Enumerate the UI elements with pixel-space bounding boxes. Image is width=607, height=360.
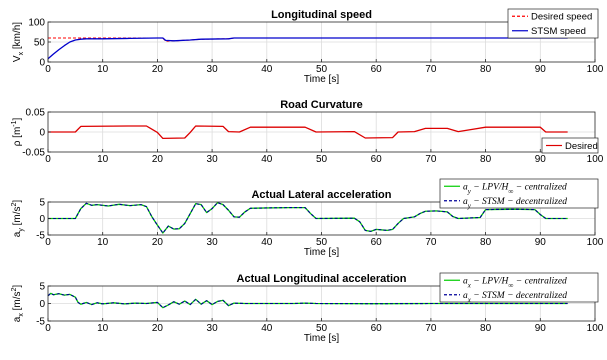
legend-label-4-1: ax − STSM − decentralized	[463, 291, 567, 304]
x-tick-label: 30	[207, 237, 219, 248]
x-tick-label: 80	[480, 154, 492, 165]
y-tick-label: 50	[34, 38, 46, 49]
legend-box	[507, 8, 599, 39]
y-tick-label: 0	[39, 214, 45, 225]
x-tick-label: 20	[152, 323, 164, 334]
x-tick-label: 70	[425, 154, 437, 165]
x-tick-label: 100	[587, 154, 604, 165]
x-tick-label: 10	[97, 154, 109, 165]
x-tick-label: 50	[316, 323, 328, 334]
y-axis-label: ρ [m-1]	[11, 117, 23, 146]
legend-box	[541, 137, 599, 154]
x-tick-label: 0	[45, 64, 51, 75]
x-tick-label: 70	[425, 237, 437, 248]
x-tick-label: 20	[152, 154, 164, 165]
y-tick-label: 5	[39, 282, 45, 293]
x-tick-label: 0	[45, 237, 51, 248]
x-tick-label: 80	[480, 323, 492, 334]
y-tick-label: -5	[36, 231, 45, 242]
legend-box	[439, 178, 599, 209]
x-tick-label: 60	[371, 237, 383, 248]
x-tick-label: 30	[207, 323, 219, 334]
legend-label-2-0: Desired	[565, 141, 598, 152]
x-tick-label: 40	[261, 323, 273, 334]
x-tick-label: 10	[97, 323, 109, 334]
x-tick-label: 50	[316, 154, 328, 165]
y-axis-label: ax [m/s2]	[11, 285, 25, 323]
series-line-1-2	[47, 37, 568, 60]
chart-title: Longitudinal speed	[271, 9, 372, 21]
legend-label-4-0: ax − LPV/H∞ − centralized	[463, 277, 567, 290]
y-tick-label: 0	[39, 58, 45, 69]
x-tick-label: 50	[316, 237, 328, 248]
legend: Desired speed STSM speed	[507, 8, 599, 39]
legend-label-3-1: ay − STSM − decentralized	[463, 197, 567, 210]
series-line-3-2	[48, 202, 568, 234]
y-tick-label: 5	[39, 198, 45, 209]
x-tick-label: 80	[480, 237, 492, 248]
x-tick-label: 60	[371, 323, 383, 334]
x-tick-label: 70	[425, 323, 437, 334]
x-axis-label: Time [s]	[304, 333, 339, 344]
x-tick-label: 90	[535, 64, 547, 75]
chart-title: Road Curvature	[280, 99, 363, 111]
panel-1: 0 10 20 30 40 50 60 70 80 90 100 0 50 100 Longitudinal…	[12, 8, 604, 85]
legend: Desired	[541, 137, 599, 154]
x-tick-label: 90	[535, 323, 547, 334]
x-tick-label: 100	[587, 64, 604, 75]
y-axis-label: ay [m/s2]	[11, 200, 25, 238]
x-tick-label: 60	[371, 64, 383, 75]
y-axis-label: Vx [km/h]	[12, 22, 25, 62]
x-tick-label: 0	[45, 323, 51, 334]
x-tick-label: 40	[261, 64, 273, 75]
legend-label-1-1: STSM speed	[531, 26, 586, 37]
x-axis-label: Time [s]	[304, 247, 339, 258]
x-tick-label: 10	[97, 237, 109, 248]
x-tick-label: 30	[207, 154, 219, 165]
x-tick-label: 80	[480, 64, 492, 75]
x-tick-label: 10	[97, 64, 109, 75]
y-tick-label: 100	[28, 18, 45, 29]
x-tick-label: 50	[316, 64, 328, 75]
x-tick-label: 100	[587, 323, 604, 334]
x-tick-label: 90	[535, 154, 547, 165]
chart-title: Actual Longitudinal acceleration	[237, 273, 407, 285]
y-tick-label: 0	[39, 128, 45, 139]
x-tick-label: 20	[152, 237, 164, 248]
x-tick-label: 20	[152, 64, 164, 75]
x-axis-label: Time [s]	[304, 74, 339, 85]
y-tick-label: -5	[36, 317, 45, 328]
series-line-2-1	[48, 125, 568, 140]
y-tick-label: -0.05	[22, 148, 45, 159]
x-tick-label: 0	[45, 154, 51, 165]
x-tick-label: 90	[535, 237, 547, 248]
chart-title: Actual Lateral acceleration	[251, 189, 391, 201]
x-tick-label: 70	[425, 64, 437, 75]
y-tick-label: 0	[39, 299, 45, 310]
x-tick-label: 40	[261, 154, 273, 165]
x-tick-label: 100	[587, 237, 604, 248]
y-tick-label: 0.05	[26, 108, 46, 119]
legend-box	[439, 272, 599, 303]
legend-label-1-0: Desired speed	[531, 12, 592, 23]
x-tick-label: 40	[261, 237, 273, 248]
series-line-4-2	[47, 292, 568, 309]
legend-label-3-0: ay − LPV/H∞ − centralized	[463, 183, 567, 196]
x-tick-label: 60	[371, 154, 383, 165]
x-tick-label: 30	[207, 64, 219, 75]
